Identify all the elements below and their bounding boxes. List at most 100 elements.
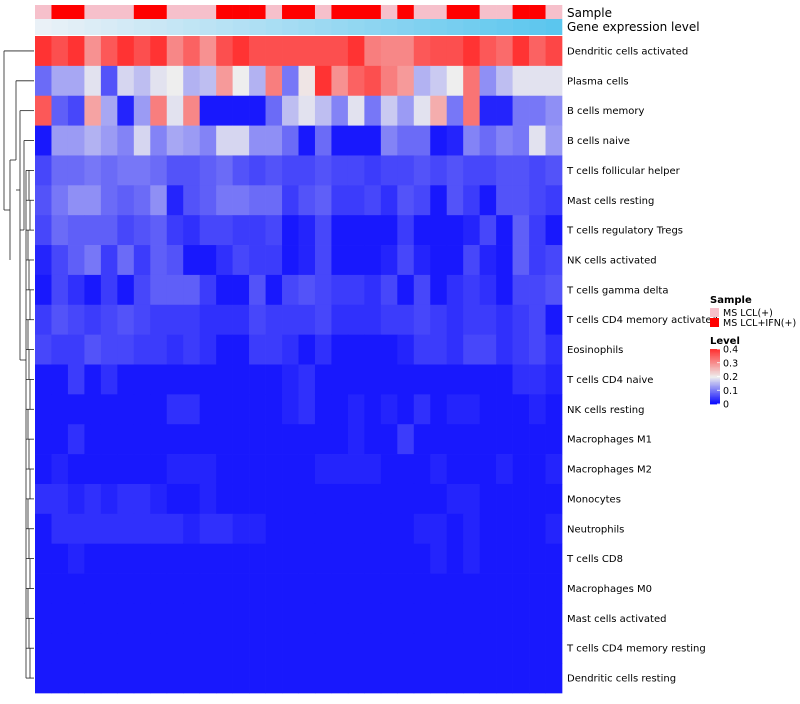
heatmap-cell	[183, 454, 201, 485]
heatmap-cell	[397, 483, 415, 515]
heatmap-cell	[496, 663, 513, 694]
level-colorbar-segment	[710, 355, 720, 358]
level-colorbar-segment	[710, 395, 720, 398]
heatmap-cell	[249, 364, 266, 395]
heatmap-cell	[512, 663, 530, 694]
heatmap-cell	[529, 304, 546, 335]
heatmap-cell	[347, 304, 365, 335]
heatmap-cell	[430, 454, 448, 485]
heatmap-cell	[133, 36, 151, 67]
heatmap-cell	[265, 274, 283, 306]
heatmap-cell	[117, 304, 135, 335]
heatmap-cell	[314, 95, 332, 126]
heatmap-cell	[117, 125, 135, 156]
row-label: Mast cells resting	[567, 196, 654, 207]
heatmap-cell	[529, 364, 546, 395]
sample-annotation-cell	[265, 5, 283, 19]
heatmap-cell	[364, 633, 382, 664]
heatmap-cell	[364, 513, 382, 545]
heatmap-cell	[232, 663, 250, 694]
heatmap-cell	[282, 274, 299, 306]
heatmap-cell	[51, 245, 69, 276]
heatmap-cell	[446, 334, 464, 365]
heatmap-cell	[199, 603, 217, 634]
heatmap-cell	[397, 573, 415, 604]
heatmap-cell	[84, 185, 102, 216]
heatmap-cell	[232, 185, 250, 216]
heatmap-cell	[199, 36, 217, 67]
legend-sample-title: Sample	[710, 295, 752, 306]
heatmap-cell	[314, 663, 332, 694]
heatmap-cell	[232, 245, 250, 276]
heatmap-cell	[479, 274, 497, 306]
row-dendrogram	[3, 50, 34, 679]
heatmap-cell	[479, 543, 497, 574]
expression-annotation-cell	[183, 19, 200, 35]
heatmap-cell	[150, 364, 168, 395]
heatmap-cell	[67, 424, 85, 455]
heatmap-cell	[496, 215, 513, 246]
heatmap-cell	[364, 364, 382, 395]
heatmap-cell	[166, 245, 184, 276]
heatmap-cell	[117, 334, 135, 365]
heatmap-cell	[413, 483, 431, 515]
level-colorbar-segment	[710, 362, 720, 365]
row-labels: Dendritic cells activated Plasma cells B c…	[566, 46, 718, 684]
heatmap-cell	[35, 155, 52, 186]
heatmap-cell	[298, 513, 316, 545]
heatmap-cell	[166, 454, 184, 485]
heatmap-cell	[133, 215, 151, 246]
heatmap-cell	[512, 394, 530, 425]
heatmap-cell	[232, 95, 250, 126]
expression-annotation-cell	[364, 19, 382, 35]
heatmap-cell	[67, 65, 85, 97]
heatmap-cell	[298, 424, 316, 455]
heatmap-cell	[446, 125, 464, 156]
heatmap-cell	[249, 215, 266, 246]
heatmap-cell	[463, 334, 481, 365]
heatmap-cell	[166, 125, 184, 156]
heatmap-cell	[232, 274, 250, 306]
heatmap-cell	[430, 95, 448, 126]
heatmap-cell	[199, 513, 217, 545]
level-colorbar-segment	[710, 372, 720, 375]
heatmap-cell	[347, 155, 365, 186]
heatmap-cell	[249, 424, 266, 455]
heatmap-cell	[446, 663, 464, 694]
heatmap-cell	[51, 603, 69, 634]
heatmap-cell	[463, 483, 481, 515]
heatmap-cell	[84, 65, 102, 97]
level-colorbar-segment	[710, 390, 720, 393]
heatmap-cell	[364, 603, 382, 634]
heatmap-cell	[479, 603, 497, 634]
heatmap-cell	[496, 603, 513, 634]
heatmap-cell	[397, 663, 415, 694]
heatmap-cell	[84, 274, 102, 306]
heatmap-cell	[380, 543, 398, 574]
row-label: Macrophages M2	[567, 465, 652, 476]
heatmap-cell	[463, 633, 481, 664]
heatmap-cell	[314, 304, 332, 335]
heatmap-cell	[314, 364, 332, 395]
heatmap-cell	[133, 483, 151, 515]
heatmap-cell	[364, 155, 382, 186]
expression-annotation-cell	[199, 19, 217, 35]
heatmap-cell	[364, 245, 382, 276]
heatmap-cell	[67, 543, 85, 574]
heatmap-cell	[529, 454, 546, 485]
heatmap-cell	[216, 633, 233, 664]
heatmap-cell	[199, 65, 217, 97]
heatmap-cell	[463, 513, 481, 545]
heatmap-cell	[545, 36, 563, 67]
heatmap-cell	[232, 65, 250, 97]
heatmap-cell	[133, 274, 151, 306]
heatmap-cell	[67, 125, 85, 156]
heatmap-cell	[298, 633, 316, 664]
heatmap-cell	[51, 274, 69, 306]
heatmap-cell	[35, 65, 52, 97]
heatmap-cell	[463, 125, 481, 156]
heatmap-cell	[298, 155, 316, 186]
heatmap-cell	[265, 95, 283, 126]
heatmap-cell	[446, 603, 464, 634]
